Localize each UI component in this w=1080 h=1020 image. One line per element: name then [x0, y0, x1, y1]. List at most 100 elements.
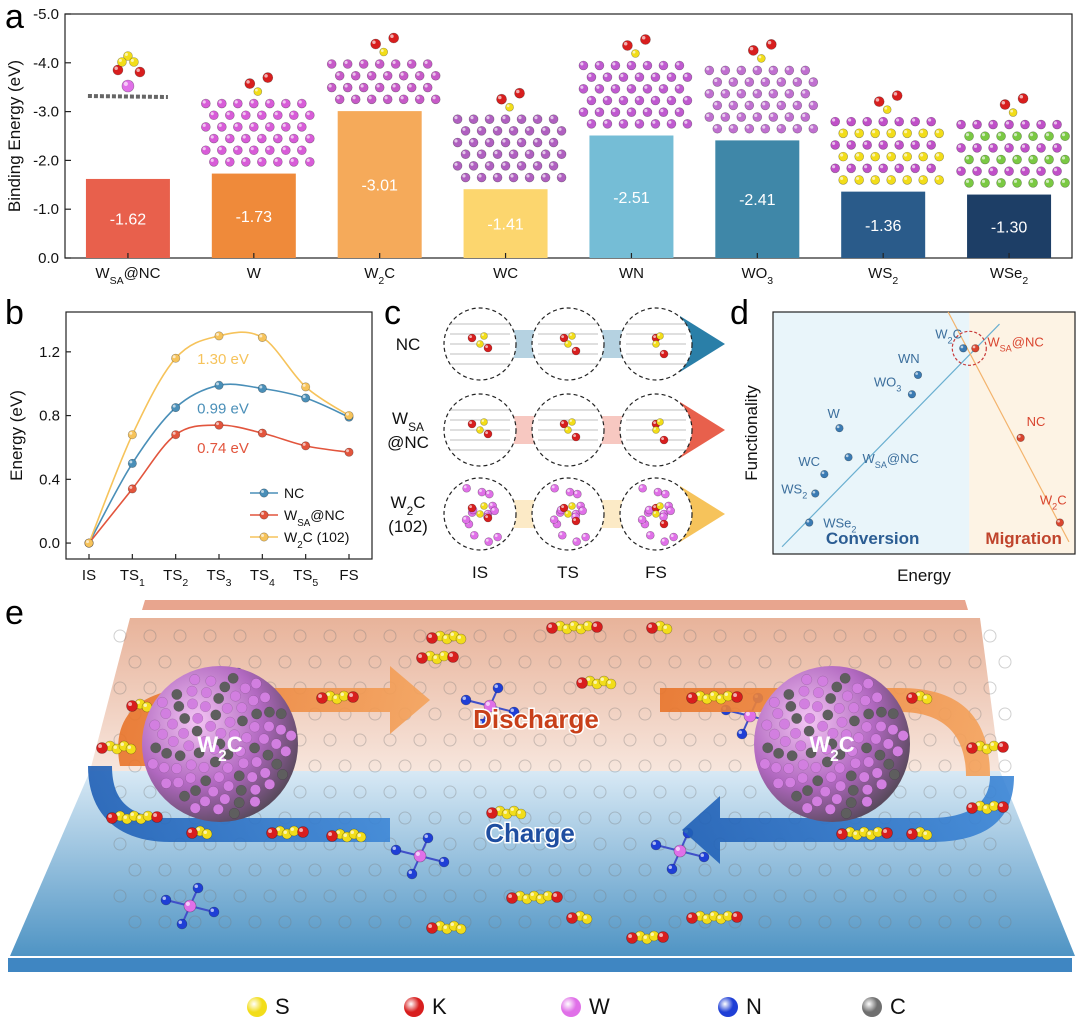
lattice-ring [548, 811, 562, 825]
atom [265, 145, 275, 156]
lattice-ring [398, 759, 412, 773]
atom [532, 161, 543, 171]
atom [622, 40, 633, 51]
lattice-ring [143, 889, 157, 903]
data-point [913, 370, 923, 380]
atom [550, 483, 559, 493]
lattice-ring [143, 629, 157, 643]
data-point [844, 453, 853, 462]
lattice-ring [968, 863, 982, 877]
structure-model-icon [452, 87, 567, 183]
lattice-ring [533, 681, 547, 695]
atom [568, 332, 576, 340]
atom [800, 88, 811, 99]
functionality-energy-scatter: WSe2 WS2 WC WSA@NC W WO3 WN W2C WSA@NC NC W2C Conve… [742, 311, 1076, 585]
lattice-ring [293, 629, 307, 643]
lattice-ring [698, 863, 712, 877]
atom [483, 513, 493, 523]
x-tick-label: WO3 [741, 265, 773, 287]
polysulfide-chain [266, 825, 309, 840]
lattice-ring [518, 863, 532, 877]
atom [467, 419, 477, 429]
lattice-ring [518, 915, 532, 929]
row-label: (102) [388, 517, 428, 536]
lattice-ring [608, 811, 622, 825]
atom [722, 690, 734, 702]
lattice-ring [548, 707, 562, 721]
lattice-ring [893, 785, 907, 799]
panel-a: 0.0 -1.0 -2.0 -3.0 -4.0 -5.0 Binding Energy (e… [0, 0, 1080, 296]
lattice-ring [608, 707, 622, 721]
atom [568, 418, 576, 426]
particle-label: W2C [197, 732, 242, 765]
atom [257, 110, 267, 121]
atom [878, 140, 888, 150]
atom [999, 99, 1011, 110]
panel-label-b: b [5, 294, 24, 332]
lattice-ring [398, 915, 412, 929]
atom [548, 114, 559, 124]
atom [586, 119, 597, 129]
lattice-ring [113, 629, 127, 643]
lattice-ring [608, 915, 622, 929]
atom [886, 128, 896, 139]
lattice-ring [113, 889, 127, 903]
lattice-ring [488, 655, 502, 669]
structure-model-icon [87, 51, 168, 99]
atom [551, 891, 563, 903]
point-label: W2C [1040, 493, 1067, 512]
polysulfide-chain [416, 650, 459, 665]
atom [468, 114, 479, 124]
lattice-ring [533, 837, 547, 851]
structure-snapshot [619, 477, 693, 551]
atom [266, 827, 278, 839]
tungsten-ball-icon [561, 997, 581, 1017]
atom [557, 530, 567, 540]
x-tick-label: WC [493, 265, 518, 282]
lattice-ring [338, 863, 352, 877]
bar [211, 173, 296, 258]
lattice-ring [968, 655, 982, 669]
atom [752, 112, 763, 122]
lattice-ring [533, 785, 547, 799]
lattice-ring [938, 655, 952, 669]
atom [568, 502, 576, 510]
atom [656, 502, 664, 510]
atom [1036, 143, 1046, 153]
atom [305, 133, 315, 144]
atom [918, 128, 928, 139]
data-point [127, 484, 137, 494]
atom [988, 143, 998, 153]
atom [564, 426, 572, 434]
column-label: IS [472, 563, 488, 582]
atom [566, 912, 578, 924]
atom [532, 114, 543, 124]
atom [233, 122, 243, 132]
atom [257, 133, 267, 144]
atom [972, 143, 982, 153]
atom [980, 154, 990, 165]
atom [748, 45, 759, 56]
row-label: @NC [387, 433, 429, 452]
atom [201, 98, 211, 109]
lattice-ring [143, 681, 157, 695]
panel-label-e: e [5, 594, 24, 632]
migration-region [969, 312, 1075, 554]
lattice-ring [473, 837, 487, 851]
atom [731, 911, 743, 923]
atom [257, 157, 267, 167]
atom [1008, 108, 1018, 117]
atom [281, 122, 291, 132]
lattice-ring [608, 759, 622, 773]
atom [414, 94, 425, 105]
conversion-region [773, 312, 970, 554]
atom [659, 512, 668, 522]
atom [297, 122, 307, 132]
particle-label: W2C [809, 732, 854, 765]
atom [644, 505, 654, 515]
atom [366, 94, 377, 105]
lattice-ring [623, 629, 637, 643]
atom [476, 126, 487, 136]
lattice-ring [113, 837, 127, 851]
lattice-ring [458, 811, 472, 825]
